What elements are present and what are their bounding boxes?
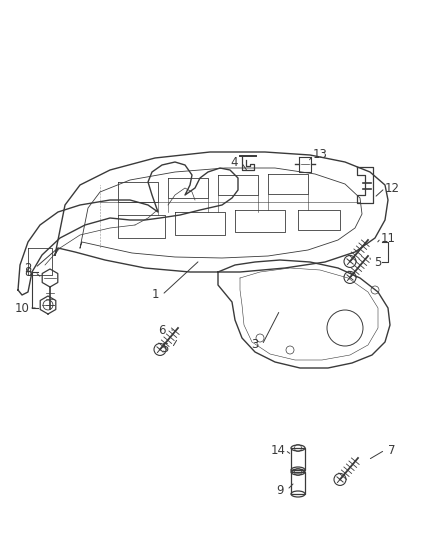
Bar <box>291 448 305 470</box>
Text: 1: 1 <box>151 288 159 302</box>
Text: 2: 2 <box>24 262 32 274</box>
Text: 12: 12 <box>385 182 399 195</box>
Text: 3: 3 <box>251 338 259 351</box>
Text: 13: 13 <box>313 149 328 161</box>
Text: 8: 8 <box>25 265 32 279</box>
Text: 9: 9 <box>276 483 284 497</box>
Text: 14: 14 <box>271 443 286 456</box>
Text: 11: 11 <box>381 231 396 245</box>
Text: 6: 6 <box>158 324 166 336</box>
Text: 5: 5 <box>161 342 169 354</box>
Bar <box>291 472 305 494</box>
Text: 10: 10 <box>14 302 29 314</box>
Text: 4: 4 <box>230 156 238 168</box>
Text: 7: 7 <box>388 443 396 456</box>
Text: 5: 5 <box>374 255 381 269</box>
